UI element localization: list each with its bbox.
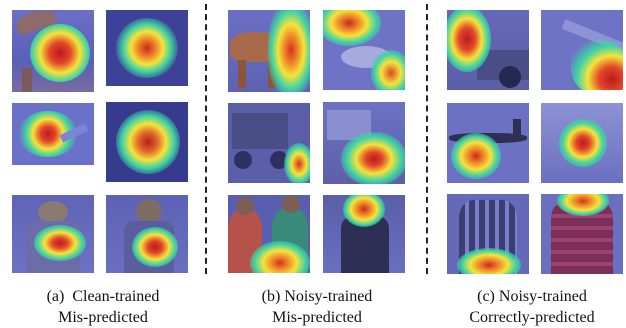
caption-b-line1: (b) Noisy-trained (261, 288, 373, 305)
caption-c: (c) Noisy-trained Correctly-predicted (440, 286, 624, 328)
caption-a-line1: (a) Clean-trained (46, 288, 160, 305)
clean-horse-heatmap (12, 10, 94, 92)
noisy-truck-wheel-heatmap (323, 102, 405, 184)
correct-noise-blob-heatmap (541, 103, 623, 183)
noisy-people-heatmap (228, 195, 310, 273)
correct-airplane-tail-heatmap (541, 10, 623, 90)
clean-noise-blob-heatmap-2 (106, 102, 188, 182)
caption-c-line1: (c) Noisy-trained (477, 288, 587, 305)
noisy-horse-heatmap (228, 10, 310, 92)
caption-b: (b) Noisy-trained Mis-predicted (222, 286, 412, 328)
correct-plaid-jacket-heatmap (447, 194, 529, 274)
noisy-truck-heatmap (228, 103, 310, 183)
noisy-table-heatmap (323, 10, 405, 90)
clean-jacket-heatmap-1 (12, 195, 94, 273)
clean-jacket-heatmap-2 (106, 195, 188, 273)
caption-c-line2: Correctly-predicted (469, 309, 595, 326)
correct-car-heatmap (447, 10, 529, 90)
noisy-jacket-heatmap (323, 195, 405, 273)
clean-noise-blob-heatmap-1 (106, 10, 188, 86)
divider-right (426, 4, 428, 274)
caption-a-line2: Mis-predicted (58, 309, 148, 326)
divider-left (205, 4, 207, 274)
caption-b-line2: Mis-predicted (272, 309, 362, 326)
caption-a: (a) Clean-trained Mis-predicted (6, 286, 200, 328)
correct-airplane-heatmap (447, 103, 529, 183)
correct-puffer-jacket-heatmap (541, 194, 623, 274)
clean-airplane-heatmap (12, 103, 94, 165)
